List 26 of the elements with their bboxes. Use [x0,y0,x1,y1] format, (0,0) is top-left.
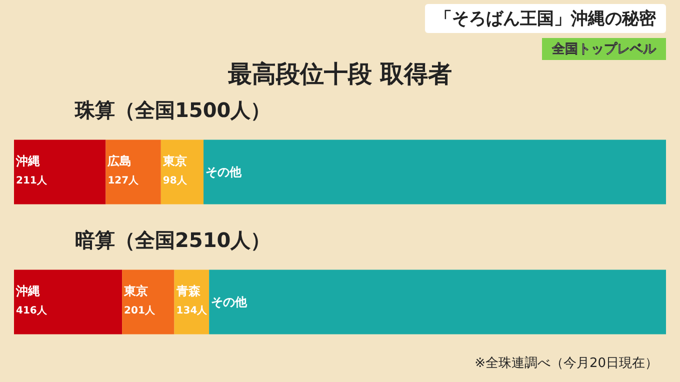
data-label: 127人 [108,174,140,186]
series-label: その他 [206,165,243,179]
text: 全国トップレベル [542,38,666,60]
bar [14,140,106,204]
data-label: 211人 [16,174,48,186]
series-label: 沖縄 [15,154,40,168]
bar [122,270,174,334]
series-label: 沖縄 [15,284,40,298]
series-label: 東京 [162,154,187,168]
chart-title: 暗算（全国2510人） [75,228,271,252]
chart-title: 珠算（全国1500人） [74,98,271,122]
text: 最高段位十段 取得者 [226,59,454,90]
series-label: その他 [211,295,248,309]
series-label: 広島 [106,154,132,168]
data-label: 134人 [176,304,208,316]
data-label: 416人 [16,304,48,316]
bar [209,270,666,334]
bar [106,140,161,204]
bar [204,140,666,204]
text: 「そろばん王国」沖縄の秘密 [425,4,666,33]
series-label: 青森 [175,284,202,298]
data-label: 201人 [124,304,156,316]
bar [14,270,122,334]
text: ※全珠連調べ（今月20日現在） [474,355,658,372]
data-label: 98人 [162,174,188,186]
series-label: 東京 [123,284,148,298]
